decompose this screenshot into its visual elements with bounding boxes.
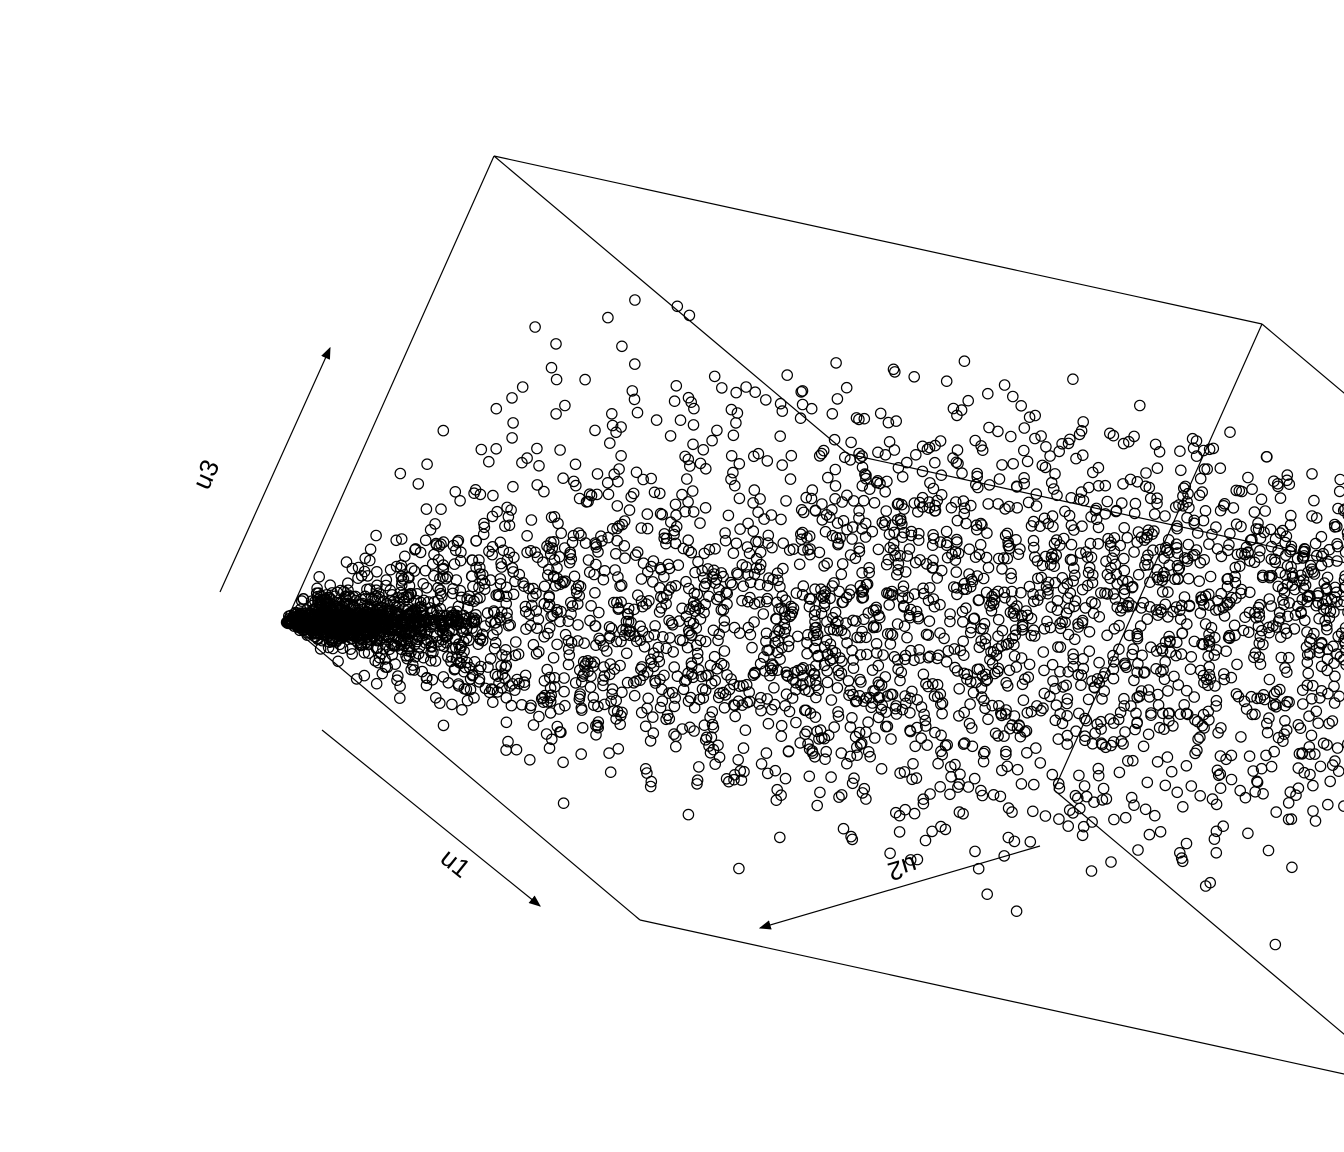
scatter3d-chart: u1 u2 u3 [0,0,1344,1152]
chart-svg: u1 u2 u3 [0,0,1344,1152]
u1-axis-label: u1 [435,842,476,884]
u2-axis-label: u2 [884,850,920,887]
u3-axis-label: u3 [186,455,225,494]
scatter-points [281,295,1344,950]
u1-axis-arrow [322,730,540,906]
u3-axis-arrow [220,348,330,592]
